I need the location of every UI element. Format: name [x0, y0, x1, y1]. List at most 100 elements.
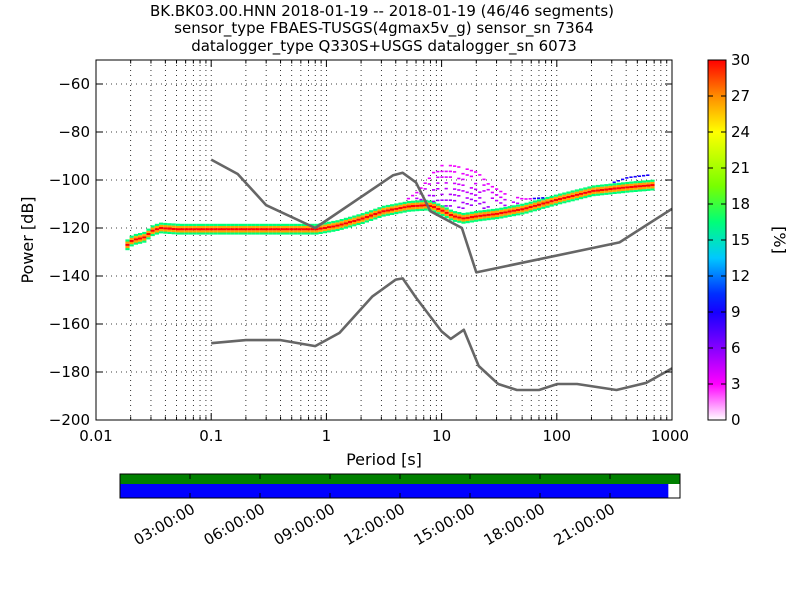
histogram-cell: [503, 209, 508, 212]
histogram-cell: [545, 205, 550, 208]
y-tick-label: −180: [49, 363, 90, 381]
histogram-cell: [478, 197, 482, 199]
histogram-cell: [495, 194, 499, 196]
histogram-cell: [595, 189, 600, 192]
histogram-cell: [364, 220, 369, 223]
histogram-cell: [234, 223, 239, 226]
histogram-cell: [461, 178, 465, 181]
histogram-cell: [457, 220, 462, 223]
histogram-cell: [238, 228, 243, 231]
histogram-cell: [448, 193, 452, 196]
histogram-cell: [411, 205, 416, 208]
histogram-cell: [335, 226, 340, 229]
colorbar-tick-label: 30: [731, 51, 750, 69]
histogram-cell: [209, 230, 214, 233]
histogram-cell: [369, 214, 374, 217]
histogram-cell: [310, 230, 315, 233]
histogram-cell: [436, 207, 441, 210]
histogram-cell: [159, 231, 164, 234]
histogram-cell: [129, 244, 134, 247]
histogram-cell: [612, 191, 617, 194]
histogram-cell: [318, 231, 323, 234]
y-tick-label: −160: [49, 315, 90, 333]
histogram-cell: [394, 209, 399, 212]
histogram-cell: [133, 233, 138, 237]
histogram-cell: [495, 199, 499, 202]
histogram-cell: [600, 184, 605, 187]
histogram-cell: [499, 190, 503, 193]
histogram-cell: [230, 223, 235, 226]
histogram-cell: [503, 215, 508, 218]
histogram-cell: [285, 232, 290, 235]
histogram-cell: [171, 232, 176, 235]
histogram-cell: [604, 186, 609, 189]
histogram-cell: [604, 190, 609, 193]
histogram-cell: [453, 182, 457, 185]
histogram-cell: [444, 209, 449, 212]
y-tick-label: −100: [49, 171, 90, 189]
histogram-cell: [427, 177, 431, 180]
timeline-coverage-bar: [120, 484, 669, 498]
histogram-cell: [234, 230, 239, 233]
histogram-cell: [482, 214, 487, 217]
histogram-cell: [276, 232, 281, 235]
histogram-cell: [511, 211, 516, 214]
histogram-cell: [625, 188, 630, 191]
colorbar-tick-label: 21: [731, 159, 750, 177]
histogram-cell: [423, 188, 427, 190]
histogram-cell: [406, 197, 410, 200]
histogram-cell: [268, 225, 273, 229]
histogram-cell: [532, 200, 537, 203]
histogram-cell: [352, 215, 357, 218]
histogram-cell: [616, 189, 621, 192]
histogram-cell: [562, 192, 567, 195]
histogram-cell: [184, 232, 189, 235]
histogram-cell: [532, 197, 536, 200]
histogram-cell: [188, 232, 193, 235]
histogram-cell: [612, 185, 617, 188]
histogram-cell: [507, 212, 512, 215]
histogram-cell: [558, 197, 563, 200]
histogram-cell: [205, 223, 210, 226]
histogram-cell: [205, 228, 210, 231]
histogram-cell: [280, 230, 285, 233]
histogram-cell: [579, 194, 584, 198]
histogram-cell: [549, 195, 554, 198]
histogram-cell: [314, 230, 319, 233]
colorbar-tick-label: 24: [731, 123, 750, 141]
histogram-cell: [293, 223, 298, 226]
histogram-cell: [637, 182, 642, 186]
histogram-cell: [352, 224, 357, 227]
histogram-cell: [490, 215, 495, 218]
histogram-cell: [520, 210, 525, 213]
histogram-cell: [310, 223, 315, 226]
histogram-cell: [566, 191, 571, 194]
histogram-cell: [574, 193, 579, 196]
histogram-cell: [558, 195, 563, 198]
histogram-cell: [150, 233, 155, 237]
ppsd-histogram: [125, 164, 655, 251]
histogram-cell: [306, 230, 311, 233]
histogram-cell: [461, 201, 465, 204]
histogram-cell: [171, 227, 176, 230]
histogram-cell: [469, 175, 473, 178]
histogram-cell: [394, 203, 399, 206]
histogram-cell: [327, 223, 332, 227]
histogram-cell: [465, 214, 470, 217]
histogram-cell: [415, 200, 420, 203]
histogram-cell: [234, 228, 239, 231]
histogram-cell: [167, 225, 172, 228]
histogram-cell: [482, 207, 486, 209]
histogram-cell: [432, 200, 436, 203]
histogram-cell: [574, 195, 579, 199]
histogram-cell: [469, 213, 474, 216]
histogram-cell: [322, 224, 327, 227]
histogram-cell: [398, 211, 403, 214]
histogram-cell: [163, 229, 168, 232]
histogram-cell: [247, 228, 252, 231]
histogram-cell: [293, 225, 298, 229]
histogram-cell: [369, 210, 374, 213]
histogram-cell: [251, 232, 256, 235]
histogram-cell: [226, 228, 231, 231]
